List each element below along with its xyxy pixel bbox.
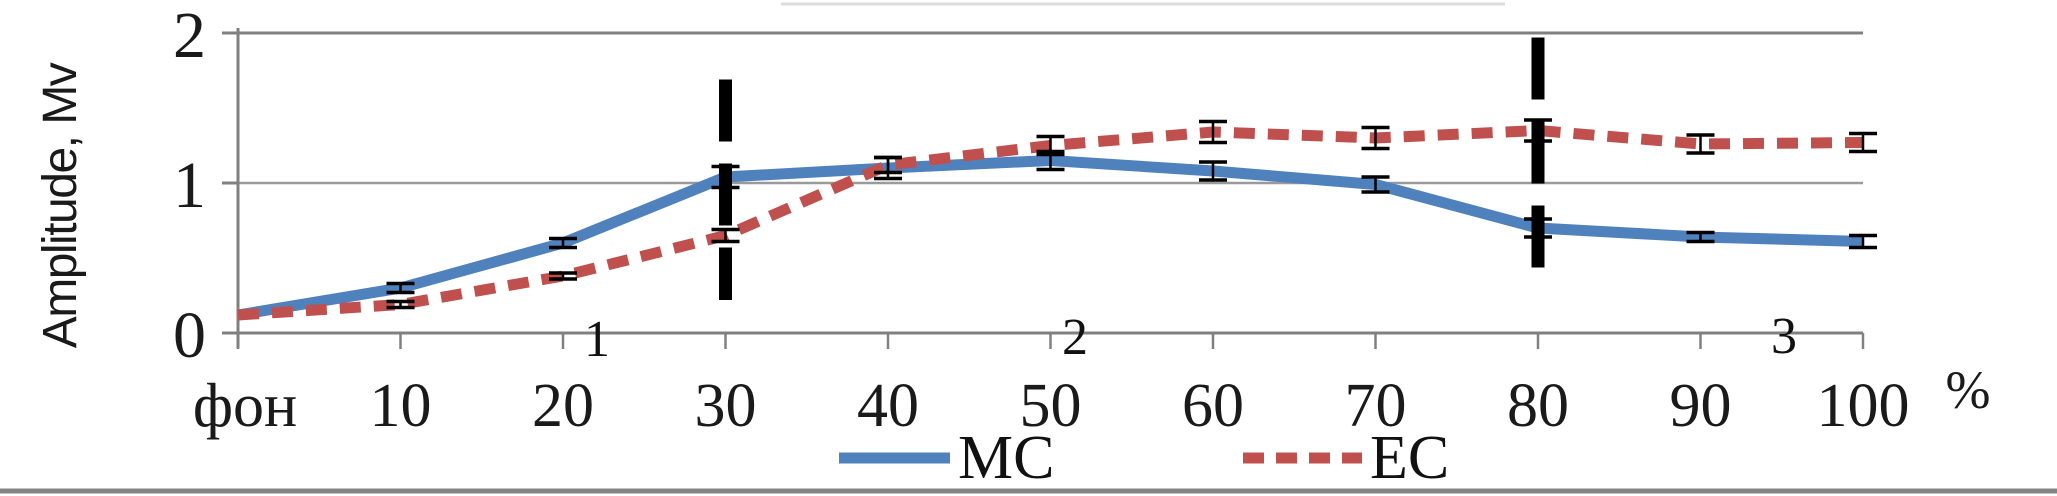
x-label-fon: фон — [193, 372, 297, 440]
error-bar-ec-100 — [1849, 131, 1877, 154]
error-bar-mc-80 — [1524, 217, 1552, 239]
x-label-20: 20 — [532, 372, 594, 440]
error-bar-mc-90 — [1686, 230, 1715, 244]
error-bar-mc-100 — [1849, 233, 1877, 250]
y-axis-title: Amplitude, Mv — [34, 62, 87, 348]
error-bar-ec-10 — [386, 299, 415, 310]
legend-mc-label: MC — [958, 424, 1054, 492]
region-label-3: 3 — [1771, 308, 1797, 365]
y-tick-labels: 0 1 2 — [173, 0, 206, 372]
error-bar-ec-20 — [549, 271, 577, 281]
error-bar-ec-70 — [1361, 125, 1390, 151]
legend-ec-label: EC — [1370, 424, 1449, 492]
x-axis-unit-label: % — [1946, 360, 1991, 420]
x-label-50: 50 — [1020, 372, 1082, 440]
x-label-90: 90 — [1670, 372, 1732, 440]
plot-layer — [237, 37, 1877, 321]
error-bar-mc-20 — [549, 236, 577, 250]
x-label-80: 80 — [1507, 372, 1569, 440]
error-bar-ec-60 — [1199, 119, 1227, 145]
x-ticks — [236, 333, 1865, 349]
error-bar-ec-50 — [1036, 134, 1065, 157]
x-label-70: 70 — [1345, 372, 1407, 440]
error-bar-ec-80 — [1524, 118, 1552, 143]
error-bar-mc-10 — [386, 281, 415, 295]
error-bar-mc-30 — [711, 164, 740, 190]
x-label-30: 30 — [695, 372, 757, 440]
region-label-2: 2 — [1062, 309, 1088, 366]
gridlines — [238, 31, 1863, 185]
error-bar-ec-90 — [1686, 133, 1715, 155]
legend: MC EC — [839, 424, 1449, 492]
error-bar-ec-40 — [874, 155, 902, 175]
error-bar-mc-70 — [1361, 175, 1390, 194]
x-label-60: 60 — [1182, 372, 1244, 440]
error-bar-ec-30 — [711, 227, 740, 244]
region-labels: 1 2 3 — [584, 308, 1797, 368]
axes — [222, 28, 1865, 349]
y-tick-label-1: 1 — [173, 149, 206, 222]
region-label-1: 1 — [584, 311, 610, 368]
y-tick-label-2: 2 — [173, 0, 206, 72]
error-bar-mc-60 — [1199, 160, 1227, 182]
x-label-40: 40 — [857, 372, 919, 440]
y-tick-label-0: 0 — [173, 299, 206, 372]
x-label-100: 100 — [1817, 372, 1910, 440]
x-label-10: 10 — [370, 372, 432, 440]
x-category-labels: фон 10 20 30 40 50 60 70 80 90 100 % — [193, 360, 1991, 440]
